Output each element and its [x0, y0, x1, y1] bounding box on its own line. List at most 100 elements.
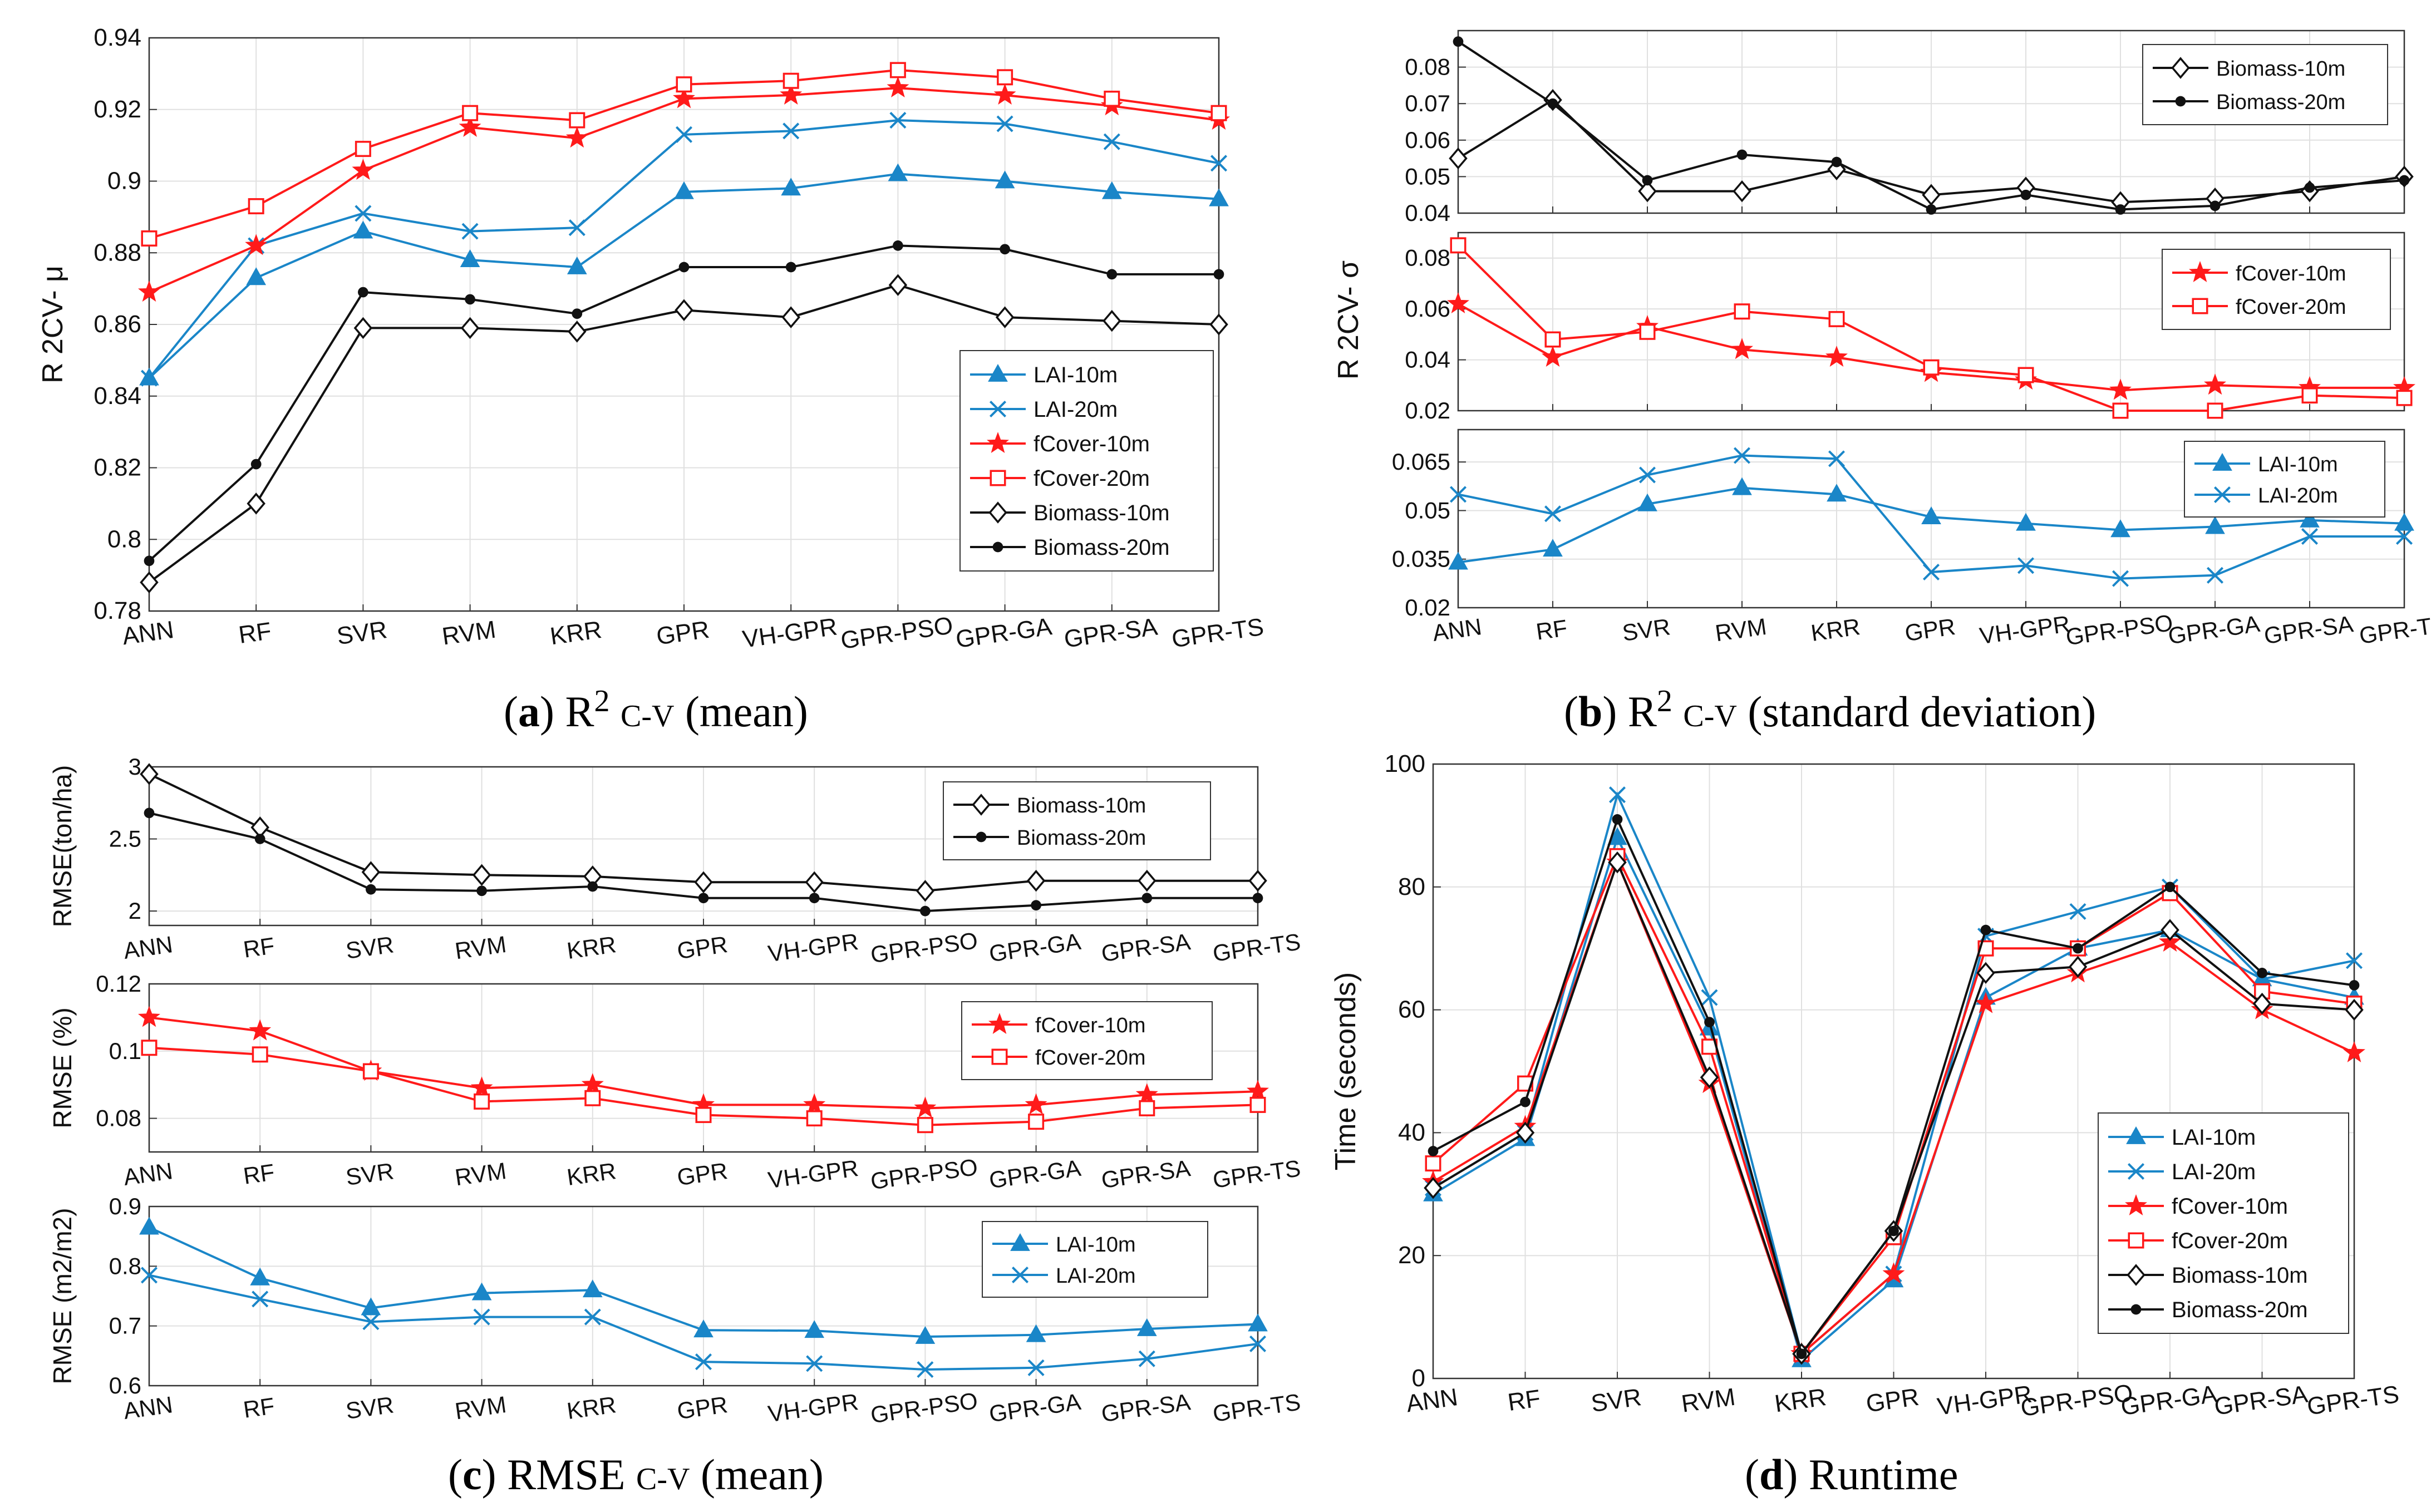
- data-point: [888, 163, 908, 181]
- data-point: [1827, 158, 1846, 180]
- y-tick-label: 0.1: [109, 1038, 141, 1064]
- data-point: [460, 249, 480, 268]
- x-tick-label: VH-GPR: [741, 613, 839, 653]
- data-point: [2017, 367, 2034, 383]
- data-point: [141, 1040, 158, 1056]
- x-tick-label: RF: [1506, 1385, 1542, 1416]
- legend-marker: [988, 363, 1008, 382]
- data-point: [2016, 513, 2036, 531]
- data-point: [140, 763, 159, 785]
- data-point: [2207, 402, 2223, 419]
- data-point: [2204, 373, 2226, 395]
- data-point: [1139, 1100, 1155, 1116]
- x-tick-label: SVR: [344, 931, 395, 964]
- x-tick-label: RVM: [453, 931, 508, 964]
- data-point: [141, 230, 158, 247]
- legend-marker: [2192, 298, 2208, 314]
- data-point: [1248, 869, 1267, 892]
- legend-label: LAI-20m: [1034, 397, 1118, 422]
- y-tick-label: 0.8: [107, 525, 141, 553]
- data-point: [144, 555, 155, 567]
- data-point: [694, 871, 713, 893]
- data-point: [996, 115, 1013, 132]
- data-point: [572, 308, 583, 319]
- x-tick-label: GPR-TS: [1211, 1155, 1302, 1193]
- y-tick-label: 0.06: [1405, 295, 1450, 322]
- x-tick-label: RF: [237, 617, 273, 649]
- data-point: [993, 83, 1016, 105]
- data-point: [1828, 450, 1846, 467]
- caption-a-sub: C-V: [621, 699, 675, 733]
- data-point: [1980, 924, 1991, 935]
- x-tick-label: KRR: [1773, 1383, 1828, 1417]
- data-point: [1923, 359, 1940, 376]
- data-point: [1026, 869, 1046, 892]
- y-tick-label: 0.8: [109, 1253, 141, 1279]
- data-point: [2345, 952, 2363, 969]
- data-point: [1428, 1146, 1439, 1156]
- data-point: [1103, 133, 1120, 150]
- y-tick-label: 0.05: [1405, 163, 1450, 189]
- x-tick-label: RVM: [440, 616, 498, 651]
- data-point: [567, 256, 587, 274]
- axes-b0: 0.04 0.05 0.06 0.07 0.08 Biomass-10m Biomass-2…: [1405, 29, 2414, 226]
- data-point: [2396, 390, 2413, 406]
- legend-box: [2098, 1112, 2349, 1334]
- y-tick-label: 60: [1398, 996, 1425, 1023]
- y-axis-label-c1: RMSE (%): [48, 1007, 77, 1128]
- data-point: [803, 1093, 826, 1115]
- data-point: [2068, 956, 2088, 978]
- data-point: [1424, 1177, 1443, 1199]
- data-point: [1608, 786, 1626, 804]
- x-tick-label: GPR-TS: [1170, 613, 1265, 653]
- x-tick-label: GPR-TS: [1211, 928, 1302, 967]
- data-point: [1612, 814, 1623, 825]
- caption-c-pre: RMSE: [507, 1450, 626, 1499]
- data-point: [1520, 1096, 1531, 1107]
- data-point: [1031, 900, 1041, 911]
- legend-marker: [992, 541, 1003, 553]
- x-tick-label: KRR: [565, 1391, 618, 1424]
- y-axis-label-c0: RMSE(ton/ha): [48, 765, 77, 927]
- data-point: [1828, 311, 1845, 327]
- legend: LAI-10m LAI-20m: [982, 1221, 1208, 1298]
- data-point: [2159, 930, 2181, 952]
- y-tick-label: 0.065: [1392, 449, 1450, 475]
- x-tick-label: GPR-GA: [987, 928, 1082, 967]
- y-tick-label: 0.9: [107, 168, 141, 195]
- data-point: [1210, 105, 1227, 121]
- x-tick-label: VH-GPR: [1978, 610, 2071, 649]
- y-tick-label: 0.02: [1405, 594, 1450, 620]
- data-point: [474, 1093, 490, 1110]
- y-tick-label: 20: [1398, 1242, 1425, 1269]
- legend: Biomass-10m Biomass-20m: [943, 781, 1211, 860]
- data-point: [1138, 869, 1157, 892]
- legend-marker: [1011, 1266, 1029, 1284]
- x-tick-label: RVM: [1714, 613, 1768, 646]
- data-point: [355, 205, 372, 222]
- data-point: [2252, 992, 2272, 1015]
- legend: fCover-10m fCover-20m: [2162, 249, 2391, 330]
- x-tick-label: GPR-PSO: [2019, 1379, 2135, 1422]
- data-point: [1209, 188, 1229, 206]
- data-point: [1544, 331, 1561, 348]
- x-tick-label: VH-GPR: [1936, 1380, 2034, 1420]
- series-LAI-10m: [139, 163, 1229, 386]
- caption-c: (c) RMSE C-V (mean): [448, 1450, 824, 1499]
- data-point: [2109, 378, 2132, 400]
- legend-label: Biomass-10m: [1017, 794, 1146, 817]
- data-point: [460, 317, 480, 339]
- data-point: [140, 1267, 158, 1284]
- data-point: [780, 83, 803, 105]
- y-axis-label-c2: RMSE (m2/m2): [48, 1208, 77, 1385]
- legend-label: Biomass-20m: [2172, 1298, 2308, 1322]
- data-point: [889, 112, 907, 129]
- legend-marker: [2213, 486, 2231, 504]
- y-tick-label: 0.94: [94, 24, 141, 51]
- x-tick-label: GPR-GA: [2167, 610, 2262, 649]
- data-point: [2343, 1041, 2365, 1062]
- y-axis-label-a: R 2CV- μ: [37, 265, 69, 383]
- data-point: [806, 1355, 823, 1372]
- data-point: [1248, 1313, 1268, 1332]
